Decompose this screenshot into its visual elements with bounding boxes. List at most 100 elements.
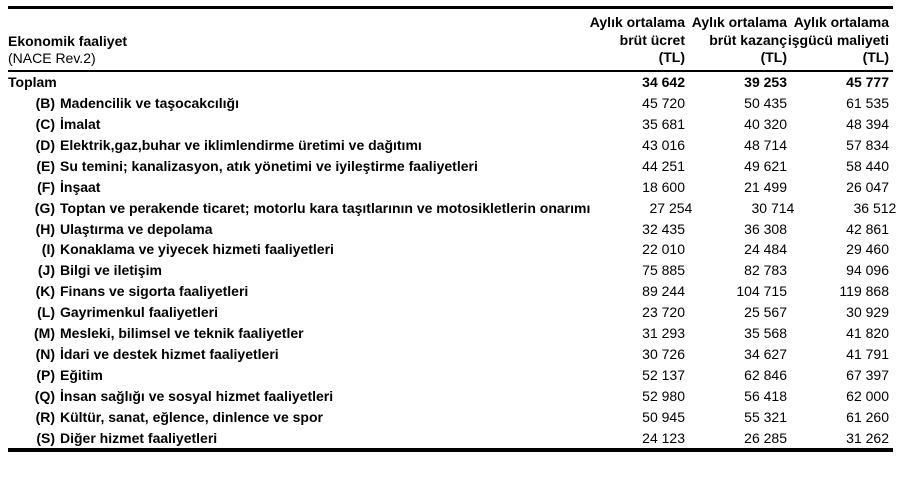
table-row: (K) Finans ve sigorta faaliyetleri 89 24…: [8, 281, 893, 302]
row-nace-code: (G): [34, 199, 55, 216]
row-gross-wage-value: 52 137: [642, 367, 685, 384]
header-economic-activity-title: Ekonomik faaliyet: [8, 32, 128, 49]
row-nace-code: (L): [37, 304, 55, 321]
row-nace-code: (B): [35, 94, 55, 111]
row-nace-code: (I): [41, 241, 55, 258]
table-row: (R) Kültür, sanat, eğlence, dinlence ve …: [8, 407, 893, 428]
row-labour-cost-value: 61 260: [846, 408, 889, 425]
table-body: Toplam 34 642 39 253 45 777 (B) Madencil…: [8, 72, 897, 449]
row-labour-cost-value: 94 096: [846, 262, 889, 279]
table-row: (H) Ulaştırma ve depolama 32 435 36 308 …: [8, 218, 893, 239]
row-gross-wage-value: 30 726: [642, 346, 685, 363]
table-row: (N) İdari ve destek hizmet faaliyetleri …: [8, 344, 893, 365]
table-row: (M) Mesleki, bilimsel ve teknik faaliyet…: [8, 323, 893, 344]
table-row: (B) Madencilik ve taşocakcılığı 45 720 5…: [8, 92, 893, 113]
row-activity-label: Ulaştırma ve depolama: [60, 220, 213, 237]
header-economic-activity: Ekonomik faaliyet (NACE Rev.2): [8, 33, 583, 67]
total-gross-wage-value: 34 642: [642, 73, 685, 90]
row-labour-cost-value: 26 047: [846, 178, 889, 195]
row-gross-wage-value: 43 016: [642, 136, 685, 153]
row-gross-earnings-value: 35 568: [744, 325, 787, 342]
row-gross-wage-value: 23 720: [642, 304, 685, 321]
table-row: (G) Toptan ve perakende ticaret; motorlu…: [8, 197, 897, 218]
row-nace-code: (K): [35, 283, 55, 300]
row-gross-wage-value: 75 885: [642, 262, 685, 279]
row-nace-code: (F): [37, 178, 55, 195]
row-labour-cost-value: 58 440: [846, 157, 889, 174]
row-gross-earnings-value: 36 308: [744, 220, 787, 237]
row-gross-earnings-value: 49 621: [744, 157, 787, 174]
row-labour-cost-value: 36 512: [853, 199, 897, 216]
row-labour-cost-value: 48 394: [846, 115, 889, 132]
row-nace-code: (N): [35, 346, 55, 363]
row-nace-code: (J): [37, 262, 55, 279]
row-gross-wage-value: 44 251: [642, 157, 685, 174]
row-nace-code: (Q): [34, 388, 55, 405]
row-activity-label: İdari ve destek hizmet faaliyetleri: [60, 346, 279, 363]
header-nace-rev: (NACE Rev.2): [8, 49, 96, 66]
row-gross-earnings-value: 34 627: [744, 346, 787, 363]
header-gross-wage-column: Aylık ortalama brüt ücret (TL): [589, 14, 685, 65]
row-labour-cost-value: 30 929: [846, 304, 889, 321]
header-labour-cost-column: Aylık ortalama işgücü maliyeti (TL): [787, 14, 889, 65]
row-gross-earnings-value: 48 714: [744, 136, 787, 153]
row-gross-wage-value: 45 720: [642, 94, 685, 111]
row-activity-label: Diğer hizmet faaliyetleri: [60, 429, 218, 446]
row-gross-earnings-value: 24 484: [744, 241, 787, 258]
row-gross-earnings-value: 104 715: [736, 283, 787, 300]
row-activity-label: Gayrimenkul faaliyetleri: [60, 304, 218, 321]
row-gross-wage-value: 32 435: [642, 220, 685, 237]
row-labour-cost-value: 61 535: [846, 94, 889, 111]
row-gross-wage-value: 35 681: [642, 115, 685, 132]
row-gross-earnings-value: 56 418: [744, 388, 787, 405]
row-labour-cost-value: 29 460: [846, 241, 889, 258]
table-row: (F) İnşaat 18 600 21 499 26 047: [8, 176, 893, 197]
row-nace-code: (D): [35, 136, 55, 153]
table-row: (Q) İnsan sağlığı ve sosyal hizmet faali…: [8, 386, 893, 407]
total-row-label: Toplam: [8, 73, 57, 90]
table-row: (E) Su temini; kanalizasyon, atık yöneti…: [8, 155, 893, 176]
row-nace-code: (R): [35, 408, 55, 425]
row-gross-earnings-value: 82 783: [744, 262, 787, 279]
row-gross-wage-value: 31 293: [642, 325, 685, 342]
row-gross-wage-value: 24 123: [642, 429, 685, 446]
table-row: (P) Eğitim 52 137 62 846 67 397: [8, 365, 893, 386]
row-activity-label: Mesleki, bilimsel ve teknik faaliyetler: [60, 325, 304, 342]
row-gross-wage-value: 50 945: [642, 408, 685, 425]
row-gross-earnings-value: 55 321: [744, 408, 787, 425]
row-gross-earnings-value: 30 714: [751, 199, 795, 216]
table-row: (S) Diğer hizmet faaliyetleri 24 123 26 …: [8, 427, 893, 448]
table-row: (L) Gayrimenkul faaliyetleri 23 720 25 5…: [8, 302, 893, 323]
row-activity-label: İnşaat: [60, 178, 101, 195]
row-gross-wage-value: 18 600: [642, 178, 685, 195]
row-gross-earnings-value: 25 567: [744, 304, 787, 321]
row-gross-wage-value: 27 254: [649, 199, 693, 216]
row-nace-code: (S): [36, 429, 55, 446]
row-activity-label: Madencilik ve taşocakcılığı: [60, 94, 239, 111]
table-row: (I) Konaklama ve yiyecek hizmeti faaliye…: [8, 239, 893, 260]
row-labour-cost-value: 119 868: [839, 283, 889, 300]
row-activity-label: Bilgi ve iletişim: [60, 262, 162, 279]
row-labour-cost-value: 57 834: [846, 136, 889, 153]
table-row: (D) Elektrik,gaz,buhar ve iklimlendirme …: [8, 134, 893, 155]
table-header-row: Ekonomik faaliyet (NACE Rev.2) Aylık ort…: [8, 9, 893, 72]
row-gross-earnings-value: 26 285: [744, 429, 787, 446]
total-row: Toplam 34 642 39 253 45 777: [8, 72, 893, 93]
row-activity-label: Finans ve sigorta faaliyetleri: [60, 283, 249, 300]
row-labour-cost-value: 41 791: [846, 346, 889, 363]
row-gross-earnings-value: 21 499: [744, 178, 787, 195]
row-nace-code: (P): [36, 367, 55, 384]
row-activity-label: İmalat: [60, 115, 101, 132]
row-activity-label: İnsan sağlığı ve sosyal hizmet faaliyetl…: [60, 388, 334, 405]
row-activity-label: Kültür, sanat, eğlence, dinlence ve spor: [60, 408, 323, 425]
row-nace-code: (E): [36, 157, 55, 174]
row-activity-label: Elektrik,gaz,buhar ve iklimlendirme üret…: [60, 136, 422, 153]
row-activity-label: Konaklama ve yiyecek hizmeti faaliyetler…: [60, 241, 334, 258]
row-labour-cost-value: 62 000: [846, 388, 889, 405]
row-activity-label: Su temini; kanalizasyon, atık yönetimi v…: [60, 157, 478, 174]
row-labour-cost-value: 42 861: [846, 220, 889, 237]
row-activity-label: Eğitim: [60, 367, 103, 384]
row-gross-earnings-value: 40 320: [744, 115, 787, 132]
row-activity-label: Toptan ve perakende ticaret; motorlu kar…: [60, 199, 591, 216]
